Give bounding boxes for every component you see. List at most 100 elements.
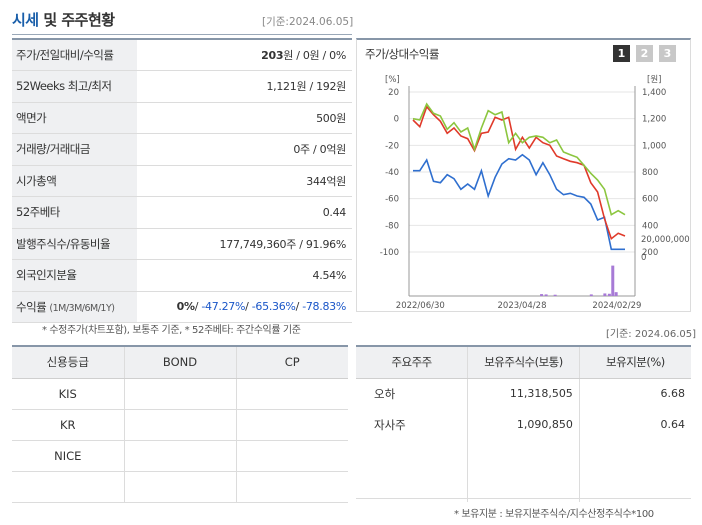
holder-name: 자사주	[374, 417, 406, 432]
table-row: KIS	[12, 378, 348, 410]
credit-bond	[123, 409, 236, 441]
table-row: 시가총액 344억원	[12, 165, 352, 197]
credit-bond	[123, 471, 236, 503]
credit-rating-table: 신용등급 BOND CP KIS KR NICE	[12, 345, 348, 503]
holder-name	[356, 440, 468, 471]
info-label: 수익률 (1M/3M/6M/1Y)	[12, 291, 137, 323]
chart-tabs: 1 2 3	[613, 45, 676, 62]
chart-tab-3[interactable]: 3	[659, 45, 676, 62]
volume-bar	[544, 294, 548, 296]
table-row: 52주베타 0.44	[12, 196, 352, 229]
section-header: 시세 및 주주현황	[12, 9, 352, 35]
y-right-tick-label: 800	[642, 168, 658, 178]
table-row: 자사주 1,090,850 0.64	[356, 409, 691, 440]
volume-axis-label: 20,000,000	[641, 235, 690, 245]
note-basis: * 수정주가(차트포함), 보통주 기준, * 52주베타: 주간수익률 기준	[42, 325, 301, 336]
header-divider	[12, 34, 352, 35]
returns-label: 수익률	[16, 299, 47, 314]
table-row	[12, 471, 348, 503]
return-1m: 0%	[176, 300, 195, 314]
y-left-tick-label: -80	[385, 221, 399, 231]
x-tick-label: 2023/04/28	[498, 301, 547, 311]
holder-pct	[578, 471, 691, 502]
return-3m: -47.27%	[201, 300, 246, 314]
y-right-tick-label: 1,400	[642, 88, 666, 98]
info-value: 344억원	[137, 165, 352, 197]
credit-cp	[235, 378, 348, 410]
header-title-rest: 및 주주현황	[38, 11, 115, 29]
holder-header-pct: 보유지분(%)	[578, 345, 691, 379]
table-row: 외국인지분율 4.54%	[12, 259, 352, 292]
return-1y: -78.83%	[302, 300, 346, 314]
holder-header-name: 주요주주	[356, 345, 468, 379]
y-left-tick-label: -40	[385, 168, 399, 178]
y-right-tick-label: 1,200	[642, 115, 666, 125]
info-label: 주가/전일대비/수익률	[12, 38, 137, 71]
holder-shares	[467, 471, 580, 502]
series-line	[412, 105, 626, 241]
holder-pct: 0.64	[578, 409, 691, 440]
table-row	[356, 440, 691, 471]
holder-shares: 11,318,505	[467, 378, 580, 409]
holder-shares	[467, 440, 580, 471]
chart-tab-2[interactable]: 2	[636, 45, 653, 62]
volume-bar	[614, 292, 618, 296]
holder-pct	[578, 440, 691, 471]
info-value-rest: 원 / 0원 / 0%	[283, 49, 346, 62]
credit-cp	[235, 440, 348, 472]
table-row: 거래량/거래대금 0주 / 0억원	[12, 133, 352, 166]
table-row: 오하 11,318,505 6.68	[356, 378, 691, 409]
volume-bar	[589, 294, 593, 296]
volume-bar	[611, 265, 615, 296]
volume-bar	[540, 294, 544, 296]
info-value: 203원 / 0원 / 0%	[137, 38, 352, 71]
y-right-tick-label: 1,000	[642, 141, 666, 151]
note-holding: * 보유지분 : 보유지분주식수/지수산정주식수*100	[454, 509, 654, 520]
info-label: 52Weeks 최고/최저	[12, 70, 137, 103]
volume-bar	[607, 293, 611, 296]
x-tick-label: 2022/06/30	[396, 301, 445, 311]
volume-bar	[553, 294, 557, 296]
credit-agency: KR	[12, 409, 124, 441]
info-label: 시가총액	[12, 165, 137, 197]
table-row	[356, 471, 691, 502]
credit-header-rating: 신용등급	[12, 345, 124, 379]
info-value-price: 203	[261, 49, 284, 62]
info-value: 4.54%	[137, 259, 352, 292]
credit-cp	[235, 409, 348, 441]
y-left-tick-label: 20	[388, 88, 399, 98]
holder-shares: 1,090,850	[467, 409, 580, 440]
holders-divider	[356, 498, 691, 499]
info-label: 52주베타	[12, 196, 137, 229]
return-6m: -65.36%	[251, 300, 296, 314]
table-row: KR	[12, 409, 348, 441]
holder-name: 오하	[374, 386, 396, 401]
info-value: 500원	[137, 102, 352, 134]
credit-header-bond: BOND	[123, 345, 236, 379]
credit-bond	[123, 378, 236, 410]
credit-header-cp: CP	[235, 345, 348, 379]
price-info-table: 주가/전일대비/수익률 203원 / 0원 / 0% 52Weeks 최고/최저…	[12, 38, 352, 323]
holders-date: [기준: 2024.06.05]	[606, 329, 697, 340]
y-right-tick-label: 400	[642, 221, 658, 231]
returns-label-sub: (1M/3M/6M/1Y)	[49, 302, 115, 314]
chart-panel: 주가/상대수익률 1 2 3 [%] [원] 20,000,000 0 20 0-…	[356, 38, 691, 312]
holder-pct: 6.68	[578, 378, 691, 409]
chart-title: 주가/상대수익률	[365, 47, 439, 61]
info-label: 액면가	[12, 102, 137, 134]
y-right-tick-label: 200	[642, 248, 658, 258]
credit-agency	[12, 471, 124, 503]
relative-return-chart: [%] [원] 20,000,000 0 200-20-40-60-80-100…	[380, 75, 690, 311]
table-row: 액면가 500원	[12, 102, 352, 134]
table-row: NICE	[12, 440, 348, 472]
returns-value: 0%/ -47.27%/ -65.36%/ -78.83%	[137, 291, 352, 323]
volume-bar	[603, 293, 607, 296]
table-row: 주가/전일대비/수익률 203원 / 0원 / 0%	[12, 38, 352, 71]
info-label: 외국인지분율	[12, 259, 137, 292]
info-label: 발행주식수/유동비율	[12, 228, 137, 260]
y-left-tick-label: -20	[385, 141, 399, 151]
y-left-tick-label: -60	[385, 195, 399, 205]
credit-cp	[235, 471, 348, 503]
info-value: 1,121원 / 192원	[137, 70, 352, 103]
chart-tab-1[interactable]: 1	[613, 45, 630, 62]
